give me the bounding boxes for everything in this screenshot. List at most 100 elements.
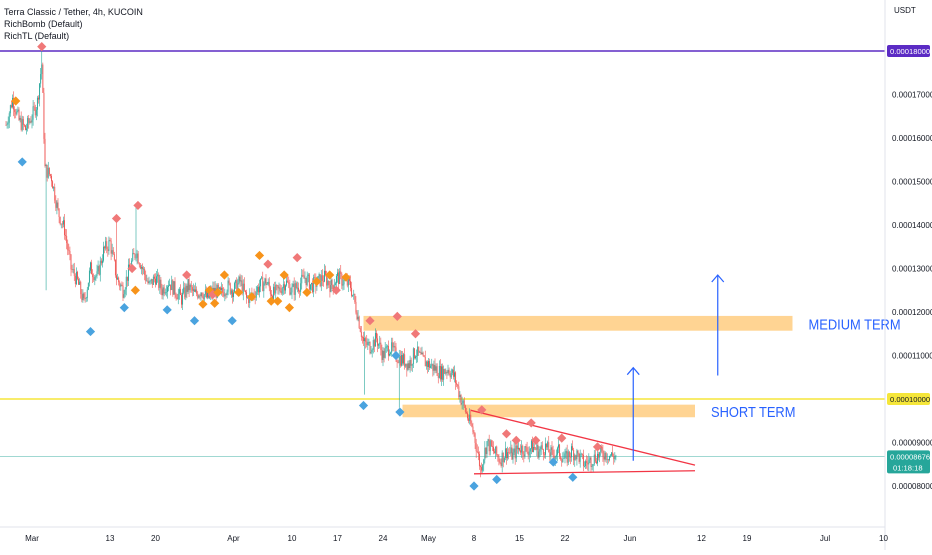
candle-body	[99, 260, 101, 275]
candle-body	[161, 289, 163, 296]
candle-body	[474, 433, 476, 443]
candle-body	[81, 294, 83, 301]
candle-body	[285, 285, 286, 291]
candle-body	[103, 246, 104, 261]
candle-body	[290, 292, 292, 295]
signal-marker-red	[557, 433, 567, 443]
indicator-richbomb[interactable]: RichBomb (Default)	[4, 19, 83, 29]
candle-body	[116, 275, 117, 280]
candle-body	[276, 284, 278, 286]
candle-body	[70, 254, 72, 270]
candle-body	[136, 253, 138, 258]
candle-body	[387, 345, 389, 356]
indicator-richtl[interactable]: RichTL (Default)	[4, 31, 70, 41]
zone-label-2: SHORT TERM	[711, 403, 795, 420]
candle-body	[471, 423, 473, 427]
price-tick: 0.00013000	[892, 265, 932, 274]
candle-body	[171, 280, 173, 291]
candle-body	[383, 350, 385, 358]
candle-body	[497, 455, 499, 458]
candle-body	[582, 454, 584, 467]
candle-body	[496, 446, 498, 456]
signal-marker-red	[133, 200, 143, 211]
candle-body	[509, 452, 511, 454]
candle-body	[235, 280, 237, 284]
candle-body	[156, 276, 158, 285]
candle-body	[464, 405, 466, 412]
candle-body	[121, 284, 123, 286]
candle-body	[478, 454, 480, 467]
candle-body	[382, 350, 384, 360]
candle-body	[191, 287, 193, 291]
candle-body	[360, 331, 362, 338]
signal-marker-orange	[247, 292, 257, 302]
candle-body	[174, 281, 176, 295]
candle-body	[605, 452, 607, 460]
time-axis[interactable]: Mar 13 20 Apr 10 17 24 May 8 15 22 Jun 12 19 Jul 10	[25, 534, 888, 543]
candle-body	[454, 372, 455, 377]
candle-body	[424, 357, 426, 367]
candle-body	[409, 359, 411, 369]
candle-body	[264, 278, 266, 284]
candle-body	[526, 447, 528, 453]
candle-body	[500, 462, 502, 466]
candle-body	[399, 356, 401, 366]
symbol-title[interactable]: Terra Classic / Tether, 4h, KUCOIN	[4, 7, 143, 17]
candle-body	[7, 122, 9, 125]
candle-body	[549, 452, 551, 457]
candle-body	[411, 364, 413, 366]
candle-body	[449, 374, 451, 378]
candle-body	[598, 453, 600, 458]
candle-body	[56, 202, 58, 208]
candle-body	[347, 278, 349, 286]
candle-body	[293, 283, 295, 295]
candle-body	[68, 250, 70, 252]
signal-marker-orange	[279, 270, 289, 280]
candle-body	[378, 344, 380, 346]
time-tick: May	[421, 534, 436, 543]
candle-body	[472, 426, 474, 432]
candle-body	[491, 446, 493, 447]
candle-body	[364, 338, 366, 342]
time-tick: 10	[288, 534, 297, 543]
candle-body	[547, 442, 549, 448]
signal-marker-red	[392, 311, 402, 321]
candle-body	[318, 274, 320, 277]
candle-body	[488, 439, 490, 452]
candle-body	[423, 355, 425, 358]
candle-body	[196, 289, 198, 294]
price-axis[interactable]: 0.00017000 0.00016000 0.00015000 0.00014000…	[892, 91, 932, 492]
candle-body	[85, 298, 87, 299]
candle-body	[257, 286, 259, 293]
candle-body	[126, 276, 128, 281]
candle-body	[455, 372, 457, 383]
candle-body	[320, 275, 322, 287]
candle-body	[129, 264, 130, 268]
candle-body	[270, 294, 272, 297]
candle-body	[227, 280, 229, 292]
candle-body	[552, 449, 554, 456]
candle-body	[265, 278, 267, 285]
candle-body	[369, 342, 371, 354]
zone-2	[402, 404, 695, 418]
candle-body	[550, 447, 552, 457]
candle-body	[515, 445, 517, 459]
candle-body	[495, 446, 497, 454]
candle-body	[194, 289, 195, 292]
candle-body	[334, 283, 336, 286]
candle-body	[502, 452, 504, 463]
candle-body	[419, 352, 421, 353]
signal-marker-orange	[284, 303, 294, 313]
candle-body	[391, 342, 393, 353]
candle-body	[575, 455, 577, 460]
candle-body	[412, 348, 414, 365]
signal-marker-red	[263, 259, 273, 269]
time-tick: 15	[515, 534, 524, 543]
current-price-badge-bg	[887, 450, 930, 474]
candle-body	[490, 440, 492, 447]
candle-body	[95, 275, 97, 277]
candle-body	[376, 332, 377, 339]
candle-body	[536, 444, 538, 450]
